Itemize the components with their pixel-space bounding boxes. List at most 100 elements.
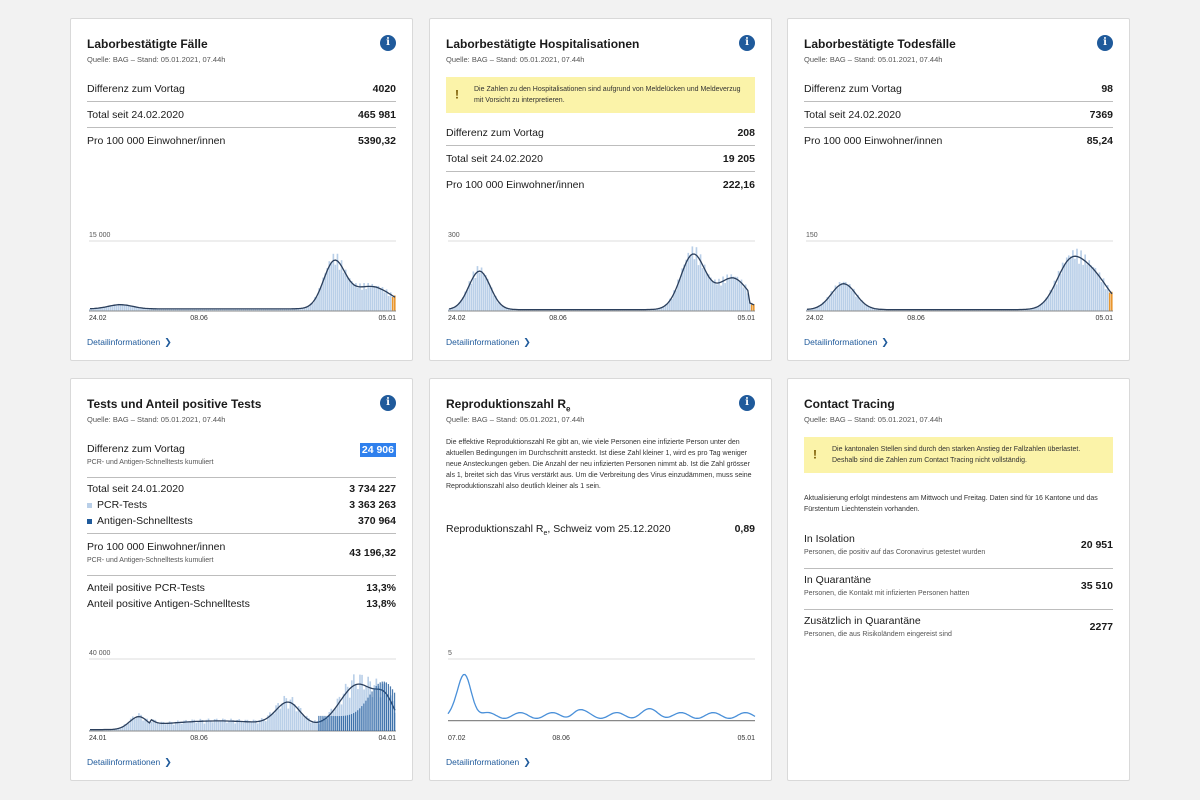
bar <box>564 309 567 311</box>
bar <box>232 308 234 311</box>
bar <box>357 287 359 311</box>
bar <box>949 309 951 311</box>
bars <box>806 248 1113 311</box>
bar <box>187 309 189 311</box>
card-hosp: Laborbestätigte Hospitalisationen Quelle… <box>429 18 772 361</box>
bar <box>299 308 302 311</box>
bar <box>199 718 202 731</box>
bar <box>150 721 153 731</box>
bar <box>146 308 148 311</box>
bar <box>154 719 157 731</box>
bar <box>953 309 955 311</box>
bar <box>136 716 138 731</box>
bar <box>1088 260 1091 311</box>
bar <box>1047 296 1050 311</box>
bar <box>260 718 263 731</box>
bar <box>527 309 530 311</box>
bar <box>125 304 128 311</box>
bar <box>234 308 236 311</box>
bar <box>344 683 347 731</box>
bar <box>1043 300 1046 311</box>
bar <box>226 308 228 311</box>
detail-link[interactable]: Detailinformationen ❯ <box>804 337 889 347</box>
antigen-bar <box>320 715 322 731</box>
bar <box>587 309 589 311</box>
bar <box>350 680 353 731</box>
detail-link[interactable]: Detailinformationen ❯ <box>87 337 172 347</box>
bar <box>744 284 747 311</box>
bar <box>191 719 193 731</box>
bar <box>538 309 540 311</box>
bar <box>636 309 638 311</box>
bar <box>724 283 726 311</box>
bar <box>746 293 749 311</box>
bar <box>377 285 380 311</box>
bar <box>675 290 677 311</box>
bar <box>452 308 454 311</box>
bars <box>89 253 396 311</box>
info-icon[interactable]: i <box>380 395 396 411</box>
card-source: Quelle: BAG – Stand: 05.01.2021, 07.44h <box>446 415 585 424</box>
bar <box>281 703 284 731</box>
bar <box>930 309 933 311</box>
bar <box>697 265 700 311</box>
bar <box>832 293 835 311</box>
bar <box>1059 274 1062 311</box>
detail-link[interactable]: Detailinformationen ❯ <box>446 337 531 347</box>
bar <box>1072 250 1074 311</box>
bar <box>262 718 265 731</box>
bar <box>450 308 452 311</box>
bar <box>511 309 514 311</box>
bar <box>722 276 724 311</box>
bar <box>703 264 706 311</box>
bar <box>1082 264 1084 311</box>
bar <box>287 708 290 731</box>
bar <box>324 273 327 311</box>
row-total: Total seit 24.02.2020 19 205 <box>446 153 755 165</box>
row-per100k: Pro 100 000 Einwohner/innen 222,16 <box>446 179 755 191</box>
bar <box>519 309 522 311</box>
bar <box>297 706 300 731</box>
bar <box>546 309 548 311</box>
bar <box>89 729 91 731</box>
bar <box>314 297 316 311</box>
bar <box>205 719 208 731</box>
antigen-bar <box>357 710 359 731</box>
bar <box>716 284 718 311</box>
bar <box>1055 284 1058 311</box>
bar <box>291 697 294 731</box>
bar <box>336 698 339 731</box>
bar <box>1074 258 1076 311</box>
bar <box>389 292 392 311</box>
bar <box>170 308 173 311</box>
info-icon[interactable]: i <box>739 395 755 411</box>
bar <box>121 304 124 311</box>
bar <box>375 285 378 311</box>
bar <box>299 707 302 731</box>
antigen-bar <box>332 716 334 731</box>
hosp-chart: 300 24.02 08.06 05.01 <box>448 232 755 322</box>
bar <box>129 718 132 731</box>
bar <box>367 282 369 311</box>
bar <box>346 686 349 731</box>
info-icon[interactable]: i <box>1097 35 1113 51</box>
info-icon[interactable]: i <box>739 35 755 51</box>
antigen-bar <box>361 706 363 731</box>
bar <box>1108 292 1111 311</box>
bar <box>185 308 187 311</box>
bar <box>307 718 310 731</box>
bar <box>359 674 361 731</box>
bar <box>454 306 456 311</box>
info-icon[interactable]: i <box>380 35 396 51</box>
bar <box>369 287 372 311</box>
detail-link[interactable]: Detailinformationen ❯ <box>446 757 531 767</box>
detail-link[interactable]: Detailinformationen ❯ <box>87 757 172 767</box>
bar <box>656 308 659 311</box>
bar <box>853 288 855 311</box>
bar <box>363 283 365 311</box>
bar <box>848 284 851 311</box>
bar <box>736 276 739 311</box>
diff-value-selected[interactable]: 24 906 <box>359 443 396 457</box>
bar <box>943 309 945 311</box>
bar <box>201 720 204 731</box>
